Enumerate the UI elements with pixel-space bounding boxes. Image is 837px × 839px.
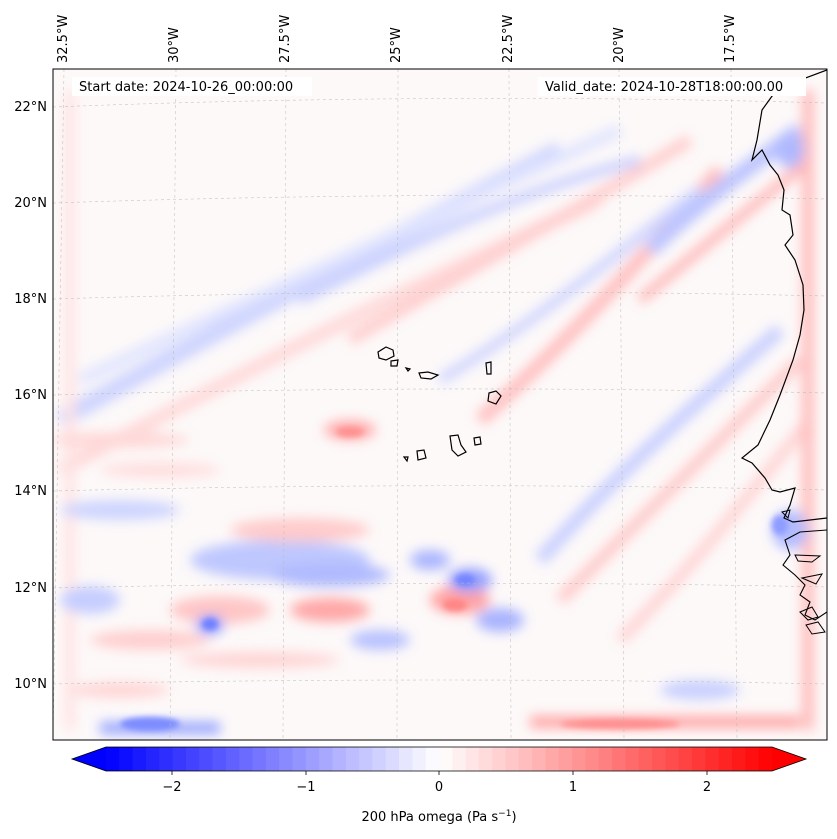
colorbar-cell <box>385 747 400 771</box>
africa-coastline <box>740 69 827 523</box>
colorbar-cell <box>212 747 227 771</box>
colorbar-cell <box>625 747 640 771</box>
colorbar-cell <box>225 747 240 771</box>
colorbar-tick-label: −1 <box>296 780 315 795</box>
longitude-labels: 32.5°W 30°W 27.5°W 25°W 22.5°W 20°W 17.5… <box>56 15 738 63</box>
lon-label: 17.5°W <box>723 15 738 63</box>
colorbar-cell <box>718 747 733 771</box>
colorbar-min-extension <box>72 747 106 771</box>
colorbar-tick-label: −2 <box>162 780 181 795</box>
colorbar-cell <box>732 747 746 771</box>
colorbar-cell <box>399 747 413 771</box>
colorbar-cell <box>119 747 134 771</box>
colorbar-cell <box>132 747 147 771</box>
lat-label: 12°N <box>14 581 47 596</box>
lat-label: 10°N <box>14 677 47 692</box>
colorbar-tick-label: 1 <box>569 780 577 795</box>
lat-label: 16°N <box>14 388 47 403</box>
colorbar-cell <box>545 747 560 771</box>
colorbar-tick-label: 0 <box>435 780 443 795</box>
start-date-label: Start date: 2024-10-26_00:00:00 <box>79 80 293 95</box>
plot-border <box>52 68 828 741</box>
colorbar-cell <box>239 747 254 771</box>
colorbar-cell <box>572 747 587 771</box>
colorbar-cell <box>505 747 520 771</box>
colorbar-cell <box>585 747 600 771</box>
colorbar-cell <box>305 747 320 771</box>
colorbar-cell <box>412 747 427 771</box>
colorbar-cell <box>532 747 547 771</box>
colorbar-cell <box>678 747 693 771</box>
colorbar-cell <box>638 747 653 771</box>
colorbar-tick-label: 2 <box>703 780 711 795</box>
lat-label: 22°N <box>14 100 47 115</box>
colorbar-cell <box>439 747 453 771</box>
colorbar-cell <box>758 747 773 771</box>
colorbar-cell <box>492 747 507 771</box>
colorbar-cell <box>372 747 387 771</box>
colorbar-cell <box>652 747 667 771</box>
colorbar-cell <box>452 747 467 771</box>
valid-date-label: Valid_date: 2024-10-28T18:00:00.00 <box>545 80 783 95</box>
colorbar-cell <box>292 747 307 771</box>
start-date-box <box>72 77 312 96</box>
colorbar-cell <box>558 747 573 771</box>
valid-date-box <box>538 77 806 96</box>
colorbar-cell <box>145 747 160 771</box>
lat-label: 14°N <box>14 484 47 499</box>
colorbar-cell <box>359 747 373 771</box>
colorbar-cell <box>159 747 174 771</box>
graticule <box>53 69 827 740</box>
lat-label: 18°N <box>14 292 47 307</box>
colorbar-cell <box>692 747 706 771</box>
colorbar-cell <box>705 747 720 771</box>
latitude-labels: 22°N 20°N 18°N 16°N 14°N 12°N 10°N <box>14 100 47 692</box>
colorbar-cell <box>478 747 493 771</box>
colorbar-cell <box>199 747 214 771</box>
colorbar-cell <box>106 747 120 771</box>
lon-label: 32.5°W <box>56 15 71 63</box>
lon-label: 27.5°W <box>278 15 293 63</box>
colorbar-cell <box>265 747 280 771</box>
omega-field: Start date: 2024-10-26_00:00:00 Valid_da… <box>53 69 827 740</box>
colorbar-cell <box>425 747 440 771</box>
colorbar-cell <box>665 747 680 771</box>
lon-label: 25°W <box>389 27 404 63</box>
colorbar-cell <box>598 747 613 771</box>
colorbar-cell <box>279 747 294 771</box>
cape-verde-islands <box>377 346 502 463</box>
lat-label: 20°N <box>14 196 47 211</box>
lon-label: 20°W <box>612 27 627 63</box>
colorbar-cell <box>345 747 360 771</box>
lon-label: 22.5°W <box>501 15 516 63</box>
colorbar-max-extension <box>772 747 806 771</box>
colorbar: −2 −1 0 1 2 200 hPa omega (Pa s−1) <box>70 746 808 825</box>
colorbar-cell <box>612 747 627 771</box>
colorbar-cell <box>465 747 480 771</box>
colorbar-cell <box>185 747 200 771</box>
africa-coastline-south <box>782 529 827 621</box>
colorbar-cell <box>332 747 347 771</box>
colorbar-cell <box>319 747 334 771</box>
colorbar-cell <box>518 747 533 771</box>
colorbar-label: 200 hPa omega (Pa s−1) <box>361 809 516 825</box>
lon-label: 30°W <box>167 27 182 63</box>
colorbar-cell <box>745 747 760 771</box>
colorbar-cell <box>252 747 267 771</box>
colorbar-cell <box>172 747 187 771</box>
